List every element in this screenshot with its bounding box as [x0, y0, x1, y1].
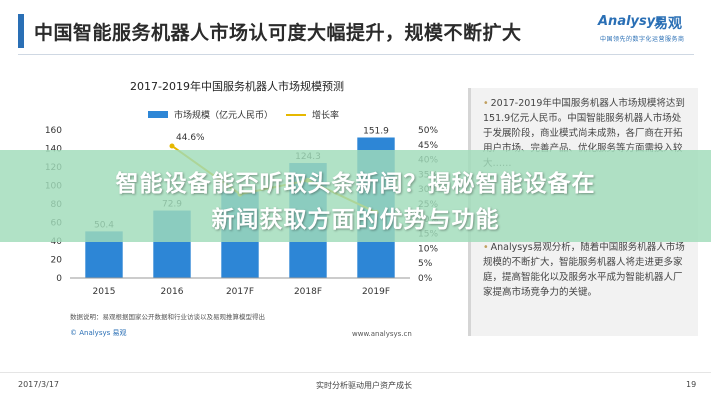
y-tick-label: 140: [45, 145, 62, 155]
legend-line-swatch: [286, 114, 306, 116]
legend-line-label: 增长率: [312, 111, 340, 121]
footer-date: 2017/3/17: [18, 380, 60, 389]
line-value-label: 44.6%: [176, 133, 205, 143]
bullet-dot-icon: •: [483, 242, 489, 253]
x-tick-label: 2018F: [294, 287, 322, 297]
insight-bullet-2: • Analysys易观分析，随着中国服务机器人市场规模的不断扩大，智能服务机器人…: [483, 240, 688, 300]
title-accent-bar: [18, 14, 24, 48]
chart-footer-url: www.analysys.cn: [352, 330, 412, 338]
slide-title: 中国智能服务机器人市场认可度大幅提升，规模不断扩大: [34, 22, 522, 44]
chart-footer-logo: © Analysys 易观: [70, 329, 127, 337]
x-tick-label: 2017F: [226, 287, 254, 297]
y2-tick-label: 50%: [418, 126, 438, 136]
page-number: 19: [686, 380, 697, 389]
line-point: [169, 143, 175, 149]
bar-value-label: 151.9: [363, 126, 389, 136]
y-tick-label: 40: [51, 237, 63, 247]
chart-title: 2017-2019年中国服务机器人市场规模预测: [130, 80, 344, 93]
y2-tick-label: 5%: [418, 259, 433, 269]
legend-bar-swatch: [148, 111, 168, 118]
analysys-logo: Analysys 易观 中国领先的数字化运营服务商: [598, 14, 698, 50]
y2-tick-label: 10%: [418, 244, 438, 254]
insight-bullet-2-text: Analysys易观分析，随着中国服务机器人市场规模的不断扩大，智能服务机器人将…: [483, 242, 685, 298]
y2-tick-label: 0%: [418, 274, 433, 284]
footer-divider: [0, 372, 711, 373]
x-tick-label: 2016: [161, 287, 184, 297]
chart-source-note: 数据说明：易观根据国家公开数据和行业访谈以及易观推算模型得出: [70, 313, 265, 321]
footer-slogan: 实时分析驱动用户资产成长: [316, 381, 412, 390]
header-divider: [18, 54, 694, 55]
logo-tagline: 中国领先的数字化运营服务商: [600, 36, 685, 43]
logo-brand-cn: 易观: [654, 16, 682, 32]
headline-overlay-band: [0, 150, 711, 242]
y-tick-label: 20: [51, 256, 63, 266]
y2-tick-label: 45%: [418, 141, 438, 151]
bullet-dot-icon: •: [483, 98, 489, 109]
headline-line-2[interactable]: 新闻获取方面的优势与功能: [211, 207, 500, 233]
x-tick-label: 2019F: [362, 287, 390, 297]
legend-bar-label: 市场规模（亿元人民币）: [174, 111, 274, 121]
x-tick-label: 2015: [93, 287, 116, 297]
logo-brand: Analysys: [598, 14, 663, 29]
y-tick-label: 160: [45, 126, 62, 136]
x-axis: 2015 2016 2017F 2018F 2019F: [70, 277, 410, 297]
y-tick-label: 0: [56, 274, 62, 284]
headline-line-1[interactable]: 智能设备能否听取头条新闻？揭秘智能设备在: [115, 171, 596, 197]
